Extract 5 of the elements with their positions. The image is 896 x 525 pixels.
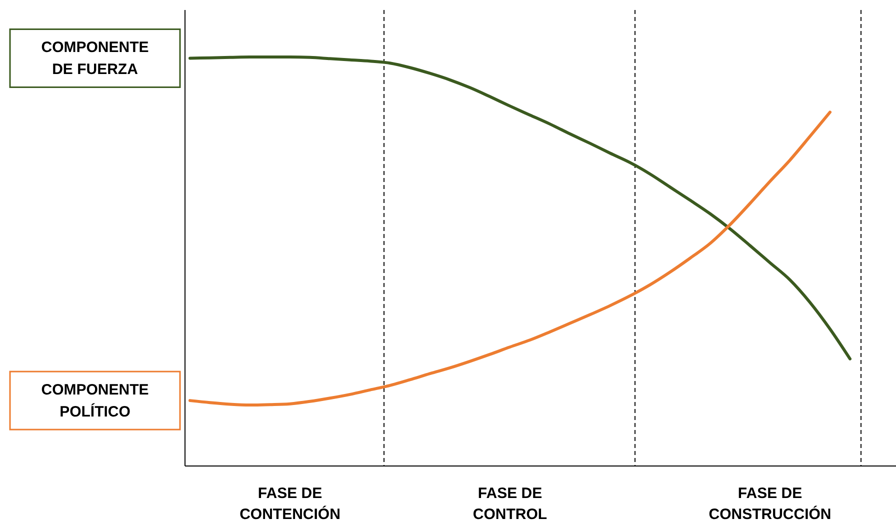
text: COMPONENTE POLÍTICO bbox=[41, 382, 149, 421]
x-tick-label: FASE DE CONTROL bbox=[472, 485, 548, 523]
x-tick-label: FASE DE CONSTRUCCIÓN bbox=[708, 485, 832, 523]
text: COMPONENTE DE FUERZA bbox=[41, 39, 149, 78]
x-tick-label: FASE DE CONTENCIÓN bbox=[240, 485, 340, 523]
